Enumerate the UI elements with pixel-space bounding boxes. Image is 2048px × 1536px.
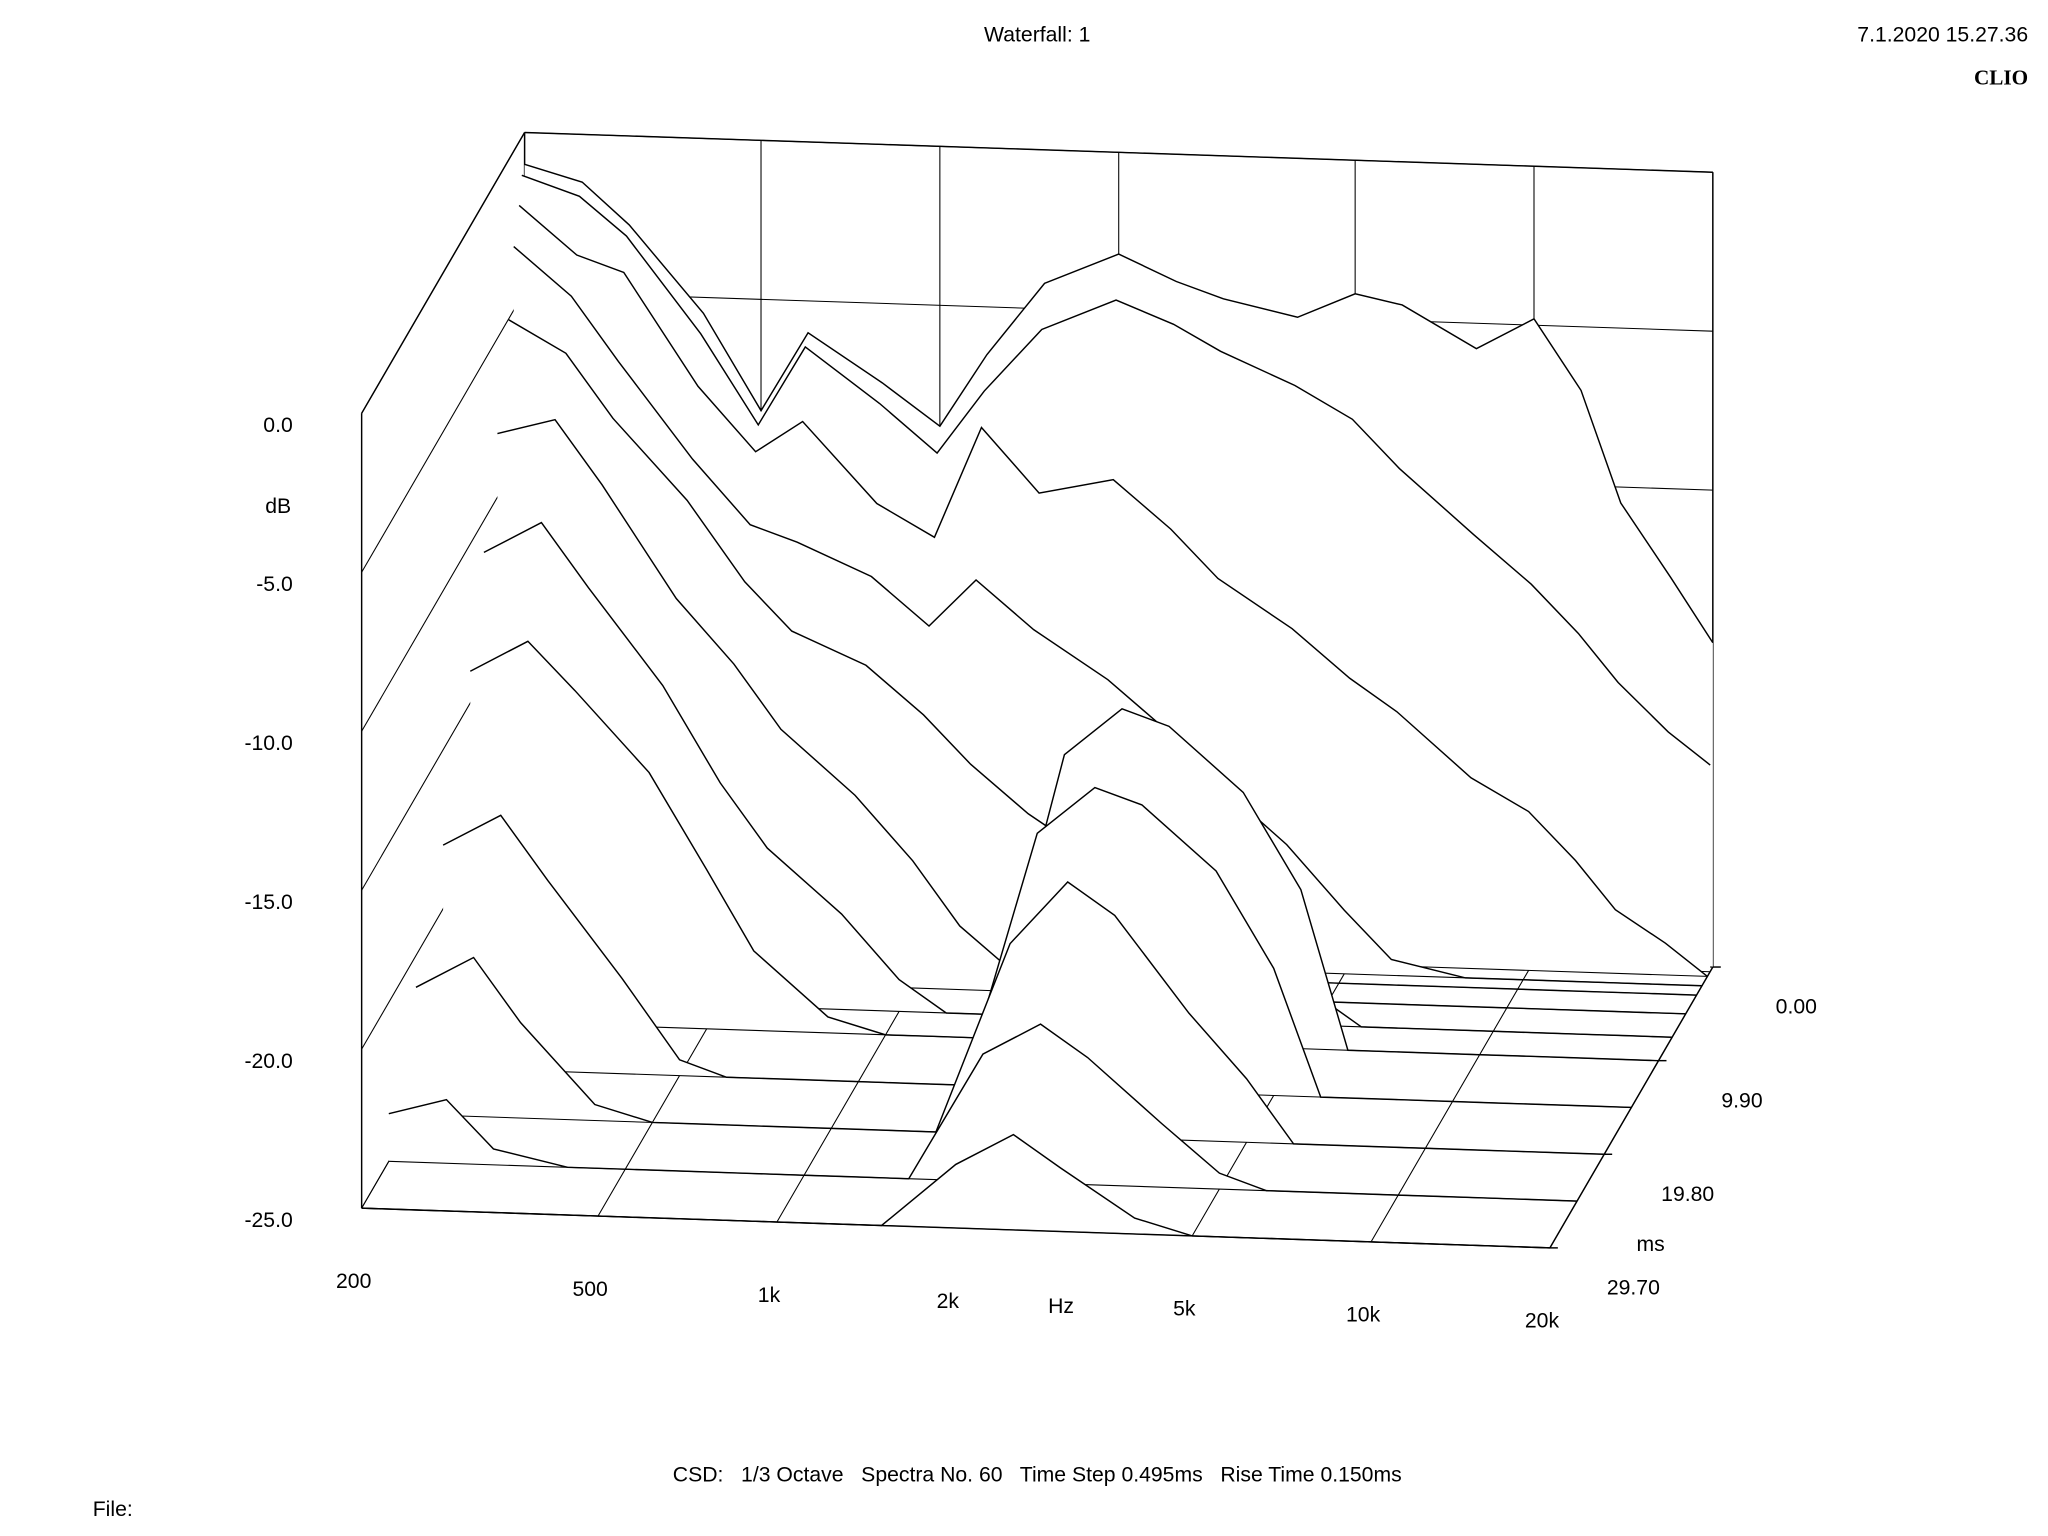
axis-line — [361, 132, 526, 414]
y-tick-label: -20.0 — [244, 1050, 292, 1073]
slice-fill — [361, 1134, 1550, 1248]
x-tick-label: 5k — [1173, 1298, 1196, 1321]
grid-line — [361, 291, 526, 573]
axis-line — [1549, 966, 1714, 1249]
y-axis-label: dB — [265, 495, 291, 518]
z-tick-label: 19.80 — [1661, 1183, 1714, 1206]
y-tick-label: -5.0 — [256, 573, 293, 596]
spectrum-slice — [521, 174, 1711, 766]
spectrum-slice — [524, 163, 1714, 644]
file-label: File: — [93, 1498, 133, 1521]
brand: CLIO — [1974, 65, 2028, 89]
slice-fill — [483, 522, 1673, 1038]
x-tick-label: 1k — [758, 1284, 781, 1307]
x-tick-label: 500 — [572, 1278, 607, 1301]
y-tick-label: -15.0 — [244, 891, 292, 914]
z-axis-label: ms — [1636, 1233, 1664, 1256]
slice-fill — [388, 1024, 1578, 1202]
z-tick-label: 9.90 — [1721, 1089, 1762, 1112]
chart-title: Waterfall: 1 — [984, 23, 1090, 46]
x-tick-label: 2k — [937, 1290, 960, 1313]
x-axis-label: Hz — [1048, 1295, 1074, 1318]
x-tick-label: 10k — [1346, 1304, 1381, 1327]
z-tick-label: 0.00 — [1776, 996, 1817, 1019]
y-tick-label: -25.0 — [244, 1209, 292, 1232]
axis-line — [361, 1207, 1550, 1249]
spectrum-slice — [518, 204, 1708, 978]
axis-line — [524, 131, 1713, 173]
slice-fill — [497, 419, 1686, 1014]
x-tick-label: 20k — [1525, 1310, 1560, 1333]
y-tick-label: -10.0 — [244, 732, 292, 755]
slice-fill — [415, 881, 1605, 1155]
z-tick-label: 29.70 — [1607, 1277, 1660, 1300]
y-tick-label: 0.0 — [263, 414, 292, 437]
x-tick-label: 200 — [336, 1270, 371, 1293]
settings: CSD: 1/3 Octave Spectra No. 60 Time Step… — [673, 1463, 1402, 1486]
timestamp: 7.1.2020 15.27.36 — [1857, 23, 2028, 46]
